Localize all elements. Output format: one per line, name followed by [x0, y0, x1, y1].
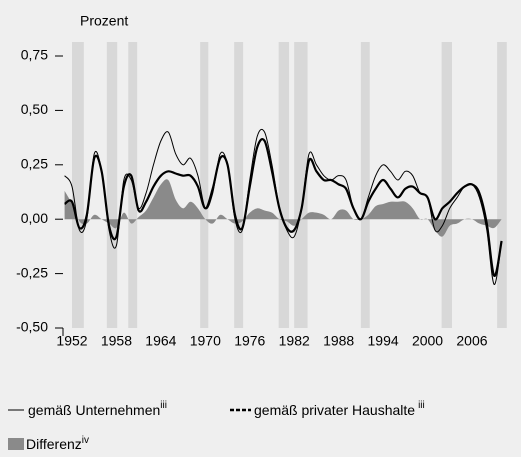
legend-footnote: iii	[418, 400, 425, 411]
legend-label: gemäß privater Haushalte iii	[254, 400, 425, 418]
x-tick-label: 1982	[279, 333, 310, 349]
shaded-period	[294, 42, 308, 328]
y-tick-label: -0,25	[16, 264, 48, 280]
shaded-period	[278, 42, 290, 328]
shaded-period	[497, 42, 507, 328]
area	[64, 179, 502, 237]
legend-text: gemäß Unternehmen	[28, 402, 160, 418]
y-tick-label: 0,25	[21, 156, 48, 172]
legend-text: gemäß privater Haushalte	[254, 402, 415, 418]
y-tick-label: 0,75	[21, 47, 48, 63]
y-tick-label: 0,00	[21, 210, 48, 226]
legend-label: Differenziv	[26, 435, 89, 452]
shaded-period	[106, 42, 118, 328]
y-tick-label: -0,50	[16, 319, 48, 335]
legend-label: gemäß Unternehmeniii	[28, 400, 167, 418]
legend-footnote: iv	[82, 435, 89, 446]
shaded-period	[234, 42, 244, 328]
x-tick-label: 1976	[234, 333, 265, 349]
x-tick-label: 1958	[101, 333, 132, 349]
x-tick-label: 1970	[190, 333, 221, 349]
shaded-period	[360, 42, 370, 328]
shaded-period	[441, 42, 452, 328]
legend-text: Differenz	[26, 436, 82, 452]
y-axis-label: Prozent	[80, 13, 128, 29]
x-tick-label: 1994	[368, 333, 399, 349]
shaded-period	[72, 42, 84, 328]
x-tick-label: 1988	[323, 333, 354, 349]
legend-footnote: iii	[160, 400, 167, 411]
plot	[64, 42, 507, 328]
legend-swatch	[8, 438, 24, 450]
line	[64, 138, 503, 277]
x-tick-label: 2006	[456, 333, 487, 349]
x-tick-label: 1964	[145, 333, 176, 349]
x-tick-label: 2000	[412, 333, 443, 349]
y-tick-label: 0,50	[21, 101, 48, 117]
shaded-period	[200, 42, 209, 328]
x-tick-label: 1952	[56, 333, 87, 349]
